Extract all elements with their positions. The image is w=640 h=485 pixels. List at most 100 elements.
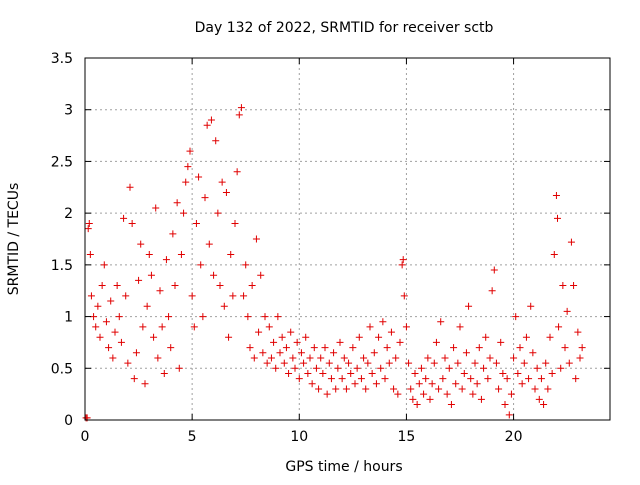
data-point bbox=[212, 137, 220, 145]
data-point bbox=[87, 292, 95, 300]
data-point bbox=[96, 333, 104, 341]
data-point bbox=[122, 292, 130, 300]
data-point bbox=[220, 302, 228, 310]
data-point bbox=[576, 354, 584, 362]
data-point bbox=[527, 302, 535, 310]
data-point bbox=[156, 287, 164, 295]
data-point bbox=[295, 375, 303, 383]
data-point bbox=[124, 359, 132, 367]
data-point bbox=[480, 364, 488, 372]
data-point bbox=[349, 344, 357, 352]
data-point bbox=[439, 375, 447, 383]
data-point bbox=[441, 354, 449, 362]
data-point bbox=[85, 219, 93, 227]
data-point bbox=[248, 282, 256, 290]
data-point bbox=[289, 354, 297, 362]
data-point bbox=[182, 178, 190, 186]
data-point bbox=[278, 333, 286, 341]
data-point bbox=[237, 104, 245, 112]
data-point bbox=[342, 385, 350, 393]
data-point bbox=[574, 328, 582, 336]
data-point bbox=[201, 194, 209, 202]
data-point bbox=[572, 375, 580, 383]
data-point bbox=[516, 344, 524, 352]
data-point bbox=[263, 359, 271, 367]
data-point bbox=[171, 282, 179, 290]
data-point bbox=[355, 333, 363, 341]
data-point bbox=[460, 369, 468, 377]
data-point bbox=[173, 199, 181, 207]
data-point bbox=[535, 395, 543, 403]
data-point bbox=[231, 219, 239, 227]
data-point bbox=[240, 292, 248, 300]
data-point bbox=[306, 354, 314, 362]
data-point bbox=[120, 214, 128, 222]
y-tick-label: 1 bbox=[64, 310, 73, 326]
data-point bbox=[381, 375, 389, 383]
data-point bbox=[325, 359, 333, 367]
y-axis-ticks: 0 0.5 1 1.5 2 2.5 3 3.5 bbox=[51, 51, 610, 429]
data-point bbox=[488, 287, 496, 295]
data-point bbox=[210, 271, 218, 279]
data-point bbox=[222, 188, 230, 196]
data-point bbox=[510, 354, 518, 362]
data-point bbox=[319, 369, 327, 377]
data-point bbox=[190, 323, 198, 331]
data-point bbox=[270, 338, 278, 346]
data-point bbox=[293, 338, 301, 346]
data-point bbox=[409, 395, 417, 403]
data-point bbox=[379, 318, 387, 326]
data-point bbox=[330, 349, 338, 357]
data-point bbox=[447, 400, 455, 408]
data-point bbox=[529, 349, 537, 357]
data-point bbox=[115, 313, 123, 321]
data-point bbox=[167, 344, 175, 352]
data-point bbox=[332, 385, 340, 393]
chart-title: Day 132 of 2022, SRMTID for receiver sct… bbox=[195, 20, 494, 36]
data-point bbox=[162, 256, 170, 264]
data-point bbox=[246, 344, 254, 352]
data-point bbox=[462, 349, 470, 357]
data-point bbox=[390, 385, 398, 393]
data-point bbox=[522, 333, 530, 341]
data-point bbox=[405, 359, 413, 367]
data-point bbox=[111, 328, 119, 336]
data-point bbox=[98, 282, 106, 290]
data-point bbox=[495, 385, 503, 393]
data-point bbox=[559, 282, 567, 290]
data-points bbox=[82, 104, 586, 422]
data-point bbox=[287, 328, 295, 336]
data-point bbox=[207, 116, 215, 124]
data-point bbox=[475, 344, 483, 352]
data-point bbox=[291, 364, 299, 372]
data-point bbox=[370, 349, 378, 357]
data-point bbox=[443, 390, 451, 398]
data-point bbox=[420, 390, 428, 398]
data-point bbox=[141, 380, 149, 388]
data-point bbox=[465, 302, 473, 310]
data-point bbox=[180, 209, 188, 217]
data-point bbox=[272, 364, 280, 372]
data-point bbox=[452, 380, 460, 388]
data-point bbox=[387, 328, 395, 336]
data-point bbox=[107, 297, 115, 305]
data-point bbox=[259, 349, 267, 357]
y-tick-label: 2.5 bbox=[51, 154, 73, 170]
data-point bbox=[432, 338, 440, 346]
data-point bbox=[214, 209, 222, 217]
data-point bbox=[555, 323, 563, 331]
data-point bbox=[435, 385, 443, 393]
data-point bbox=[368, 369, 376, 377]
data-point bbox=[437, 318, 445, 326]
x-axis-title: GPS time / hours bbox=[285, 459, 402, 475]
data-point bbox=[512, 313, 520, 321]
data-point bbox=[364, 359, 372, 367]
data-point bbox=[242, 261, 250, 269]
data-point bbox=[345, 359, 353, 367]
x-axis-ticks: 0 5 10 15 20 bbox=[81, 58, 522, 445]
data-point bbox=[484, 375, 492, 383]
data-point bbox=[90, 313, 98, 321]
x-tick-label: 10 bbox=[290, 429, 308, 445]
data-point bbox=[546, 333, 554, 341]
data-point bbox=[392, 354, 400, 362]
